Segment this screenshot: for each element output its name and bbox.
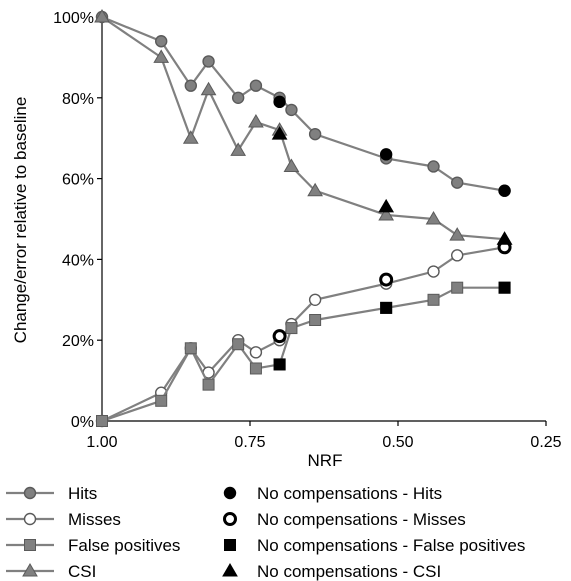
legend-item: CSI: [6, 562, 96, 581]
data-point: [308, 293, 322, 306]
legend-label: No compensations - False positives: [257, 536, 525, 555]
data-point: [249, 346, 263, 359]
data-point: [154, 35, 168, 48]
legend-item: No compensations - CSI: [222, 562, 441, 581]
data-point: [184, 79, 198, 92]
data-point: [200, 81, 217, 96]
data-point: [427, 265, 440, 278]
y-tick-label: 60%: [62, 172, 94, 189]
legend-marker: [22, 563, 38, 577]
data-point: [155, 394, 168, 407]
data-point: [285, 103, 298, 117]
data-point: [184, 342, 197, 355]
series-hits: [95, 10, 511, 197]
legend-marker: [222, 563, 238, 577]
legend-item: No compensations - False positives: [224, 536, 525, 555]
y-axis-title: Change/error relative to baseline: [11, 97, 30, 344]
data-point: [427, 160, 440, 173]
legend-marker: [224, 539, 236, 551]
data-point: [202, 55, 215, 68]
series-no-compensations-false-positives: [273, 281, 511, 371]
series-layer: [94, 9, 513, 428]
legend-label: Hits: [68, 484, 97, 503]
legend: Hits Misses False positives CSI No compensat…: [6, 484, 525, 581]
series-no-compensations-misses: [272, 240, 512, 344]
series-no-compensations-csi: [271, 126, 513, 245]
legend-item: Hits: [6, 484, 97, 503]
data-point: [182, 130, 199, 144]
x-tick-label: 0.75: [234, 434, 265, 451]
data-point: [427, 293, 440, 306]
data-point: [231, 91, 245, 105]
data-point: [230, 142, 247, 156]
data-point: [449, 227, 466, 241]
series-no-compensations-hits: [273, 95, 511, 197]
no-comp-point: [496, 231, 513, 245]
data-point: [232, 338, 245, 351]
no-comp-point: [498, 184, 511, 197]
data-point: [425, 211, 442, 225]
data-point: [249, 79, 263, 92]
no-comp-point: [379, 148, 393, 161]
series-false-positives: [96, 281, 511, 427]
no-comp-point: [273, 358, 286, 371]
no-comp-point: [273, 95, 286, 109]
y-tick-label: 0%: [71, 414, 94, 431]
axes: 0% 20% 40% 60% 80% 100% 1.00 0.75 0.50 0.25: [53, 10, 562, 451]
data-point: [451, 249, 464, 262]
data-point: [96, 415, 108, 427]
data-point: [285, 322, 298, 335]
data-point: [153, 49, 170, 63]
no-compensation-layer: [271, 95, 513, 371]
no-comp-point: [379, 272, 394, 287]
legend-marker: [23, 486, 37, 500]
x-tick-label: 1.00: [86, 434, 117, 451]
no-comp-point: [380, 301, 393, 314]
data-point: [249, 362, 262, 375]
data-point: [309, 314, 322, 326]
y-tick-label: 40%: [62, 252, 94, 269]
legend-item: Misses: [6, 510, 121, 529]
legend-item: False positives: [6, 536, 180, 555]
data-point: [202, 378, 215, 391]
data-point: [307, 182, 323, 197]
no-comp-point: [271, 126, 288, 140]
data-point: [248, 114, 264, 128]
data-point: [451, 176, 464, 189]
data-point: [308, 127, 322, 141]
no-comp-point: [272, 329, 287, 344]
legend-marker: [223, 512, 237, 526]
x-axis-title: NRF: [308, 451, 343, 470]
legend-item: No compensations - Hits: [223, 484, 442, 503]
legend-item: No compensations - Misses: [223, 510, 466, 529]
legend-label: False positives: [68, 536, 180, 555]
legend-label: No compensations - Hits: [257, 484, 442, 503]
series-line: [101, 16, 505, 241]
legend-label: No compensations - Misses: [257, 510, 466, 529]
y-tick-label: 100%: [53, 10, 94, 27]
data-point: [94, 9, 110, 23]
data-point: [378, 206, 395, 221]
legend-marker: [223, 486, 237, 500]
data-point: [283, 158, 300, 172]
x-tick-label: 0.50: [382, 434, 413, 451]
legend-label: Misses: [68, 510, 121, 529]
legend-marker: [23, 512, 37, 526]
y-tick-label: 80%: [62, 91, 94, 108]
x-tick-label: 0.25: [530, 434, 561, 451]
no-comp-point: [498, 281, 511, 294]
legend-label: CSI: [68, 562, 96, 581]
legend-marker: [24, 539, 36, 551]
no-comp-point: [378, 198, 395, 213]
legend-label: No compensations - CSI: [257, 562, 441, 581]
y-tick-label: 20%: [62, 333, 94, 350]
data-point: [451, 281, 464, 294]
